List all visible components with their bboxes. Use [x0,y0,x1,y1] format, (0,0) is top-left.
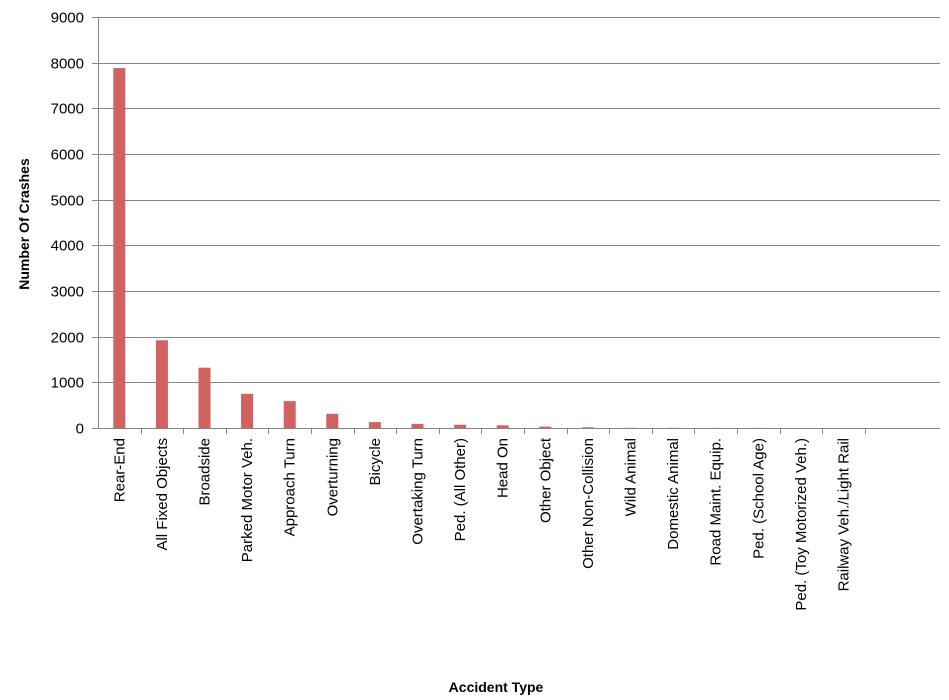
x-tick-label: Other Non-Collision [580,438,597,569]
y-tick-label: 0 [76,421,84,438]
x-tick-label: Head On [495,438,512,498]
bar [411,423,424,428]
x-tick-label: Other Object [537,437,554,523]
y-tick-label: 5000 [51,193,84,210]
bars [113,68,765,429]
x-tick-label: Bicycle [367,438,384,486]
x-tick-label: Rear-End [111,438,128,502]
x-tick-label: Approach Turn [282,438,299,536]
x-tick-label: Wild Animal [623,438,640,516]
x-tick-label: Overturning [324,438,341,516]
bar [283,401,296,428]
y-tick-label: 3000 [51,284,84,301]
gridlines [98,17,940,383]
bar [113,68,126,428]
y-tick-label: 7000 [51,101,84,118]
x-tick-label: Ped. (Toy Motorized Veh.) [793,438,810,611]
bar [241,393,254,429]
x-axis-title: Accident Type [449,679,544,695]
x-tick-label: Road Maint. Equip. [708,438,725,566]
axes [92,17,940,434]
y-tick-label: 2000 [51,330,84,347]
x-tick-label: All Fixed Objects [154,438,171,551]
bar [496,425,509,428]
x-tick-label: Ped. (All Other) [452,438,469,541]
y-tick-label: 9000 [51,10,84,27]
y-tick-label: 1000 [51,375,84,392]
bar [155,340,168,428]
x-tick-label: Parked Motor Veh. [239,438,256,562]
x-tick-label: Domestic Animal [665,438,682,550]
bar [581,427,594,428]
x-tick-label: Broadside [197,438,214,506]
bar [454,424,467,428]
y-tick-label: 6000 [51,147,84,164]
bar [198,367,211,428]
bar [539,426,552,428]
y-axis-title: Number Of Crashes [16,158,32,290]
x-tick-labels: Rear-End All Fixed Objects Broadside Parked… [111,437,852,610]
x-tick-label: Overtaking Turn [410,438,427,545]
x-tick-label: Ped. (School Age) [750,438,767,559]
y-tick-label: 4000 [51,238,84,255]
bar [368,422,381,428]
bar [326,413,339,428]
x-tick-label: Railway Veh./Light Rail [836,438,853,591]
y-tick-labels: 0 1000 2000 3000 4000 5000 6000 7000 8000 9000 [51,10,84,438]
y-tick-label: 8000 [51,56,84,73]
